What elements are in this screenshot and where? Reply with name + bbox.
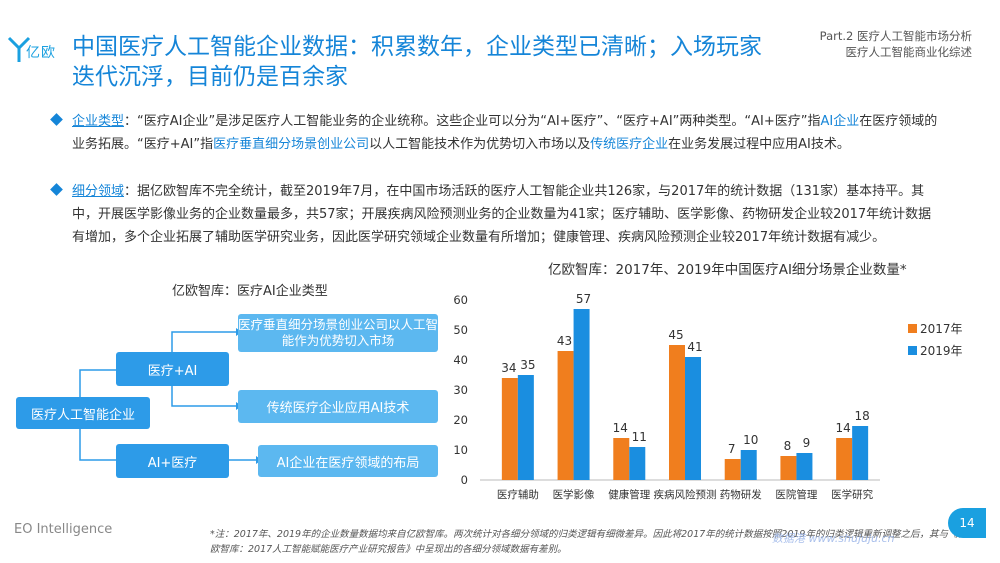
bar-value-label: 45 xyxy=(668,328,683,342)
bar-2019 xyxy=(517,375,534,480)
diagram-root-node: 医疗人工智能企业 xyxy=(16,397,150,429)
bar-2019 xyxy=(796,453,813,480)
bullet-text: 在业务发展过程中应用AI技术。 xyxy=(668,137,850,152)
y-tick-label: 20 xyxy=(453,413,468,427)
bullet-text: 以人工智能技术作为优势切入市场以及 xyxy=(369,137,591,152)
section-label: Part.2 医疗人工智能市场分析 医疗人工智能商业化综述 xyxy=(820,28,972,60)
highlight-ai-company: AI企业 xyxy=(820,114,860,129)
bar-2019 xyxy=(685,357,701,480)
bar-value-label: 34 xyxy=(501,361,516,375)
bar-value-label: 8 xyxy=(784,439,792,453)
x-tick-label: 医学研究 xyxy=(831,488,873,501)
bar-value-label: 57 xyxy=(576,292,591,306)
connector-branch1-leaf2 xyxy=(171,386,236,407)
part-line-1: Part.2 医疗人工智能市场分析 xyxy=(819,29,972,43)
watermark: 数据港 www.shujuju.cn xyxy=(772,532,895,545)
diagram-title: 亿欧智库：医疗AI企业类型 xyxy=(172,284,328,299)
bar-2017 xyxy=(780,456,797,480)
logo-mark-icon xyxy=(7,36,31,62)
bar-value-label: 14 xyxy=(613,421,628,435)
connector-branch1-leaf1 xyxy=(171,331,236,352)
bullet-text: ：“医疗AI企业”是涉足医疗人工智能业务的企业统称。这些企业可以分为“AI+医疗… xyxy=(124,114,821,129)
x-tick-label: 医院管理 xyxy=(775,488,817,501)
y-tick-label: 50 xyxy=(453,323,468,337)
y-tick-label: 30 xyxy=(453,383,468,397)
bar-2019 xyxy=(573,309,590,480)
bar-2017 xyxy=(501,378,518,480)
bullet-text: ：据亿欧智库不完全统计，截至2019年7月，在中国市场活跃的医疗人工智能企业共1… xyxy=(72,184,932,245)
bar-2017 xyxy=(724,459,741,480)
y-tick-label: 60 xyxy=(453,293,468,307)
diamond-bullet-icon xyxy=(50,183,63,196)
highlight-traditional: 传统医疗企业 xyxy=(590,137,669,152)
logo-text: 亿欧 xyxy=(26,45,56,61)
bar-2017 xyxy=(836,438,853,480)
connector-root-branch1 xyxy=(79,369,116,397)
x-tick-label: 药物研发 xyxy=(720,488,762,501)
bar-value-label: 10 xyxy=(743,433,758,447)
bar-value-label: 14 xyxy=(836,421,851,435)
highlight-startup: 医疗垂直细分场景创业公司 xyxy=(213,137,370,152)
bar-value-label: 41 xyxy=(687,340,702,354)
bar-value-label: 9 xyxy=(803,436,811,450)
diagram-leaf-ai-companies: AI企业在医疗领域的布局 xyxy=(258,445,438,477)
x-tick-label: 健康管理 xyxy=(608,488,650,501)
y-tick-label: 40 xyxy=(453,353,468,367)
logo: 亿欧 xyxy=(0,30,60,70)
diagram-branch-ai-medical: AI+医疗 xyxy=(116,444,229,478)
bar-value-label: 35 xyxy=(520,358,535,372)
bar-value-label: 43 xyxy=(557,334,572,348)
bar-2017 xyxy=(669,345,685,480)
diamond-bullet-icon xyxy=(50,113,63,126)
legend-swatch xyxy=(908,324,917,333)
bullet-enterprise-types: 企业类型：“医疗AI企业”是涉足医疗人工智能业务的企业统称。这些企业可以分为“A… xyxy=(50,110,942,156)
bar-2017 xyxy=(557,351,574,480)
y-tick-label: 0 xyxy=(461,473,468,487)
bar-value-label: 18 xyxy=(855,409,870,423)
y-tick-label: 10 xyxy=(453,443,468,457)
x-tick-label: 疾病风险预测 xyxy=(654,488,717,501)
bar-value-label: 7 xyxy=(728,442,736,456)
bullet-label: 企业类型 xyxy=(72,114,125,129)
part-line-2: 医疗人工智能商业化综述 xyxy=(845,45,973,59)
page-title: 中国医疗人工智能企业数据：积累数年，企业类型已清晰；入场玩家迭代沉浮，目前仍是百… xyxy=(72,34,762,90)
footer-brand: EO Intelligence xyxy=(14,522,113,537)
diagram-leaf-startups: 医疗垂直细分场景创业公司以人工智能作为优势切入市场 xyxy=(238,314,438,352)
bar-2019 xyxy=(740,450,757,480)
page-number: 14 xyxy=(948,508,986,538)
x-tick-label: 医疗辅助 xyxy=(497,488,539,501)
connector-root-branch2 xyxy=(79,428,116,461)
bullet-text: 在医疗领域的业务拓展。“医疗+AI”指 xyxy=(72,114,938,152)
chart-title: 亿欧智库：2017年、2019年中国医疗AI细分场景企业数量* xyxy=(548,262,907,278)
bar-2019 xyxy=(629,447,646,480)
bar-2017 xyxy=(613,438,630,480)
diagram-leaf-traditional: 传统医疗企业应用AI技术 xyxy=(238,390,438,423)
x-tick-label: 医学影像 xyxy=(553,488,595,501)
bar-value-label: 11 xyxy=(632,430,647,444)
legend-label: 2019年 xyxy=(920,344,963,358)
footnote: *注：2017年、2019年的企业数量数据均来自亿欧智库。两次统计对各细分领域的… xyxy=(210,529,967,555)
bar-2019 xyxy=(852,426,869,480)
legend-swatch xyxy=(908,346,917,355)
bullet-label: 细分领域 xyxy=(72,184,125,199)
bullet-segments: 细分领域：据亿欧智库不完全统计，截至2019年7月，在中国市场活跃的医疗人工智能… xyxy=(50,180,942,249)
diagram-branch-medical-ai: 医疗+AI xyxy=(116,352,229,386)
legend-label: 2017年 xyxy=(920,322,963,336)
